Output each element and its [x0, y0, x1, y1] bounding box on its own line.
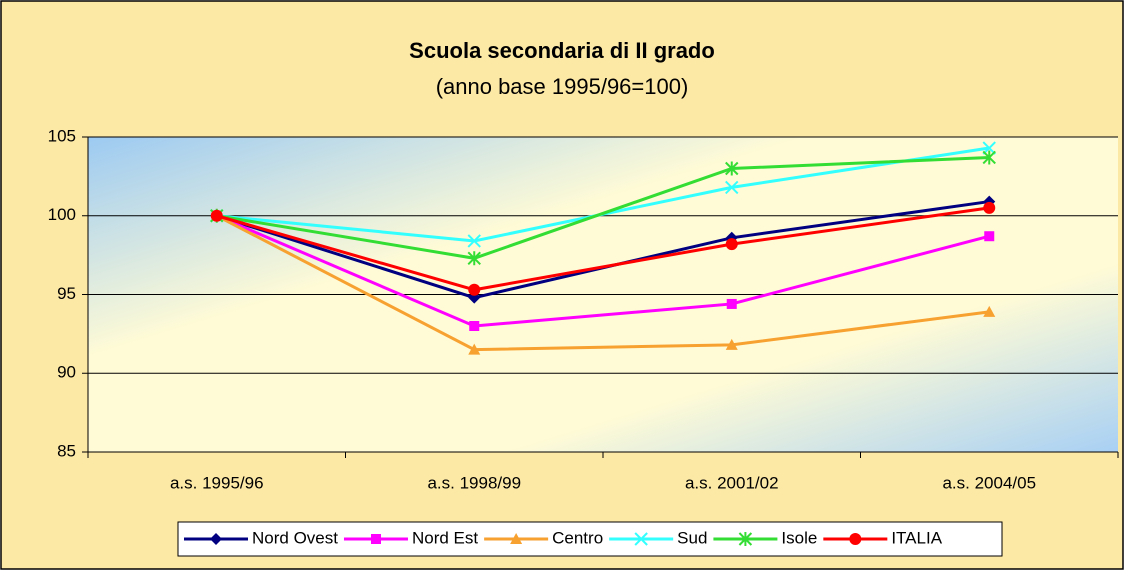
- marker: [982, 150, 996, 165]
- y-tick-label: 85: [57, 441, 76, 460]
- marker: [849, 533, 862, 545]
- marker: [210, 533, 222, 545]
- marker: [468, 283, 481, 296]
- marker: [725, 180, 739, 195]
- legend-label: Nord Est: [412, 528, 478, 547]
- marker: [726, 298, 737, 309]
- marker: [725, 238, 738, 251]
- marker: [982, 141, 996, 155]
- chart-title: Scuola secondaria di II grado: [409, 38, 715, 63]
- x-tick-label: a.s. 2001/02: [685, 473, 779, 492]
- marker: [469, 321, 480, 331]
- marker: [983, 201, 996, 214]
- x-tick-label: a.s. 1998/99: [427, 473, 521, 492]
- marker: [467, 251, 481, 266]
- legend-label: Sud: [677, 528, 707, 547]
- marker: [467, 234, 481, 248]
- y-tick-label: 100: [48, 205, 76, 224]
- series-line: [216, 214, 990, 352]
- marker: [510, 533, 523, 544]
- marker: [634, 532, 648, 546]
- marker: [468, 343, 481, 355]
- y-tick-label: 95: [57, 284, 76, 303]
- marker: [370, 534, 381, 544]
- legend-label: Isole: [781, 528, 817, 547]
- series-line: [216, 155, 990, 260]
- marker: [725, 338, 738, 350]
- x-tick-label: a.s. 2004/05: [942, 473, 1036, 492]
- chart-subtitle: (anno base 1995/96=100): [436, 74, 689, 99]
- marker: [983, 305, 996, 317]
- marker: [984, 231, 995, 242]
- y-tick-label: 105: [48, 126, 76, 145]
- marker: [738, 532, 753, 546]
- legend-label: ITALIA: [891, 528, 942, 547]
- legend-label: Nord Ovest: [252, 528, 338, 547]
- y-tick-label: 90: [57, 363, 76, 382]
- marker: [210, 209, 223, 222]
- x-tick-label: a.s. 1995/96: [170, 473, 264, 492]
- series-line: [216, 214, 990, 328]
- legend-label: Centro: [552, 528, 603, 547]
- marker: [725, 161, 739, 176]
- series-line: [216, 206, 990, 292]
